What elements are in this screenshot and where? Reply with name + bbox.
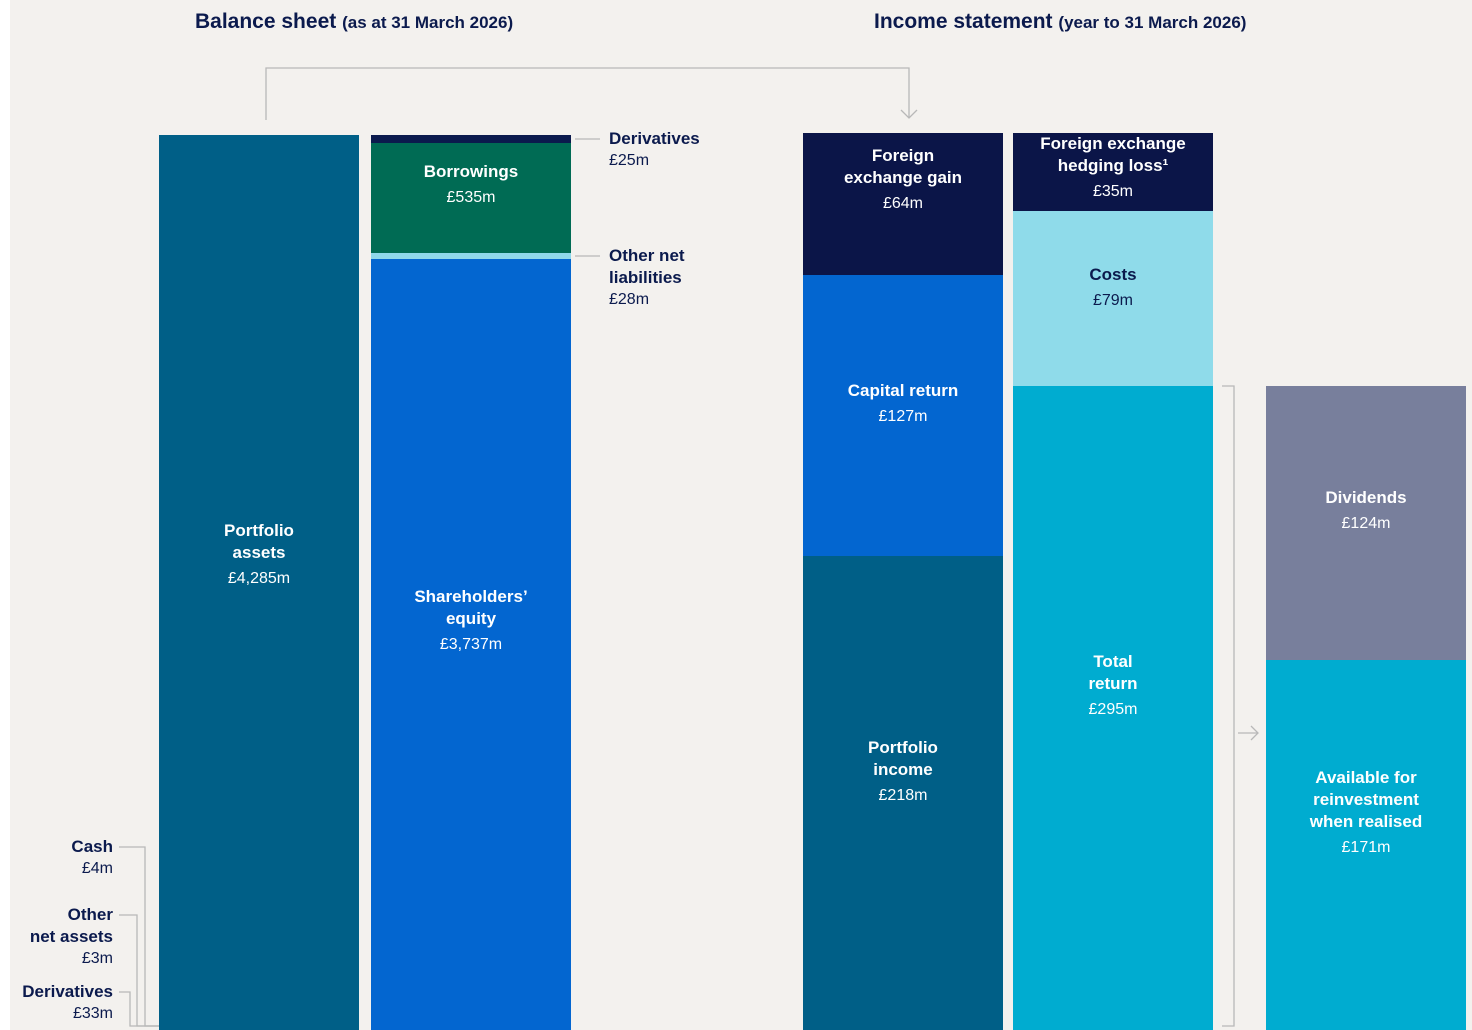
label-line: Total	[1093, 652, 1133, 671]
block	[371, 253, 571, 259]
leader	[119, 914, 159, 1027]
label-value: £295m	[1088, 701, 1138, 718]
arrow-head	[1250, 725, 1259, 741]
block-label: Costs £79m	[1013, 264, 1213, 312]
label-line: Foreign exchange	[1040, 134, 1186, 153]
label-line: Portfolio	[868, 738, 938, 757]
label-value: £535m	[446, 189, 496, 206]
block	[1013, 386, 1213, 1030]
label-line: Shareholders’	[414, 587, 528, 606]
block-label: Portfolio income £218m	[803, 737, 1003, 807]
block-label: Other net liabilities £28m	[609, 245, 685, 310]
block	[1013, 133, 1213, 211]
block	[1266, 386, 1466, 660]
label-line: assets	[232, 543, 286, 562]
label-line: return	[1088, 674, 1138, 693]
bracket	[1222, 385, 1235, 1027]
block-label: Foreign exchange hedging loss¹ £35m	[1013, 133, 1213, 203]
label-line: when realised	[1309, 812, 1423, 831]
label-line: hedging loss¹	[1057, 156, 1169, 175]
block-label: Dividends £124m	[1266, 487, 1466, 535]
label-line: Cash	[71, 837, 113, 856]
label-line: Derivatives	[609, 129, 700, 148]
label-value: £127m	[878, 408, 928, 425]
label-value: £33m	[72, 1005, 113, 1022]
balance-title: Balance sheet (as at 31 March 2026)	[195, 10, 513, 34]
block-label: Total return £295m	[1013, 651, 1213, 721]
label-line: Foreign	[871, 146, 935, 165]
title: Balance sheet	[195, 10, 337, 33]
block-label: Derivatives £33m	[22, 981, 113, 1024]
block	[159, 135, 359, 1030]
block-label: Portfolio assets £4,285m	[159, 520, 359, 590]
label-value: £3m	[81, 950, 113, 967]
block-label: Other net assets £3m	[30, 904, 113, 969]
block-label: Capital return £127m	[803, 380, 1003, 428]
label-line: income	[873, 760, 933, 779]
block	[371, 143, 571, 253]
label-line: net assets	[29, 927, 113, 946]
connector	[265, 67, 910, 120]
label-line: Costs	[1089, 265, 1137, 284]
block-label: Foreign exchange gain £64m	[803, 145, 1003, 215]
label-value: £3,737m	[439, 636, 503, 653]
block-label: Available for reinvestment when realised £1…	[1266, 767, 1466, 859]
arrow-head	[900, 109, 918, 119]
label-line: Borrowings	[423, 162, 519, 181]
label-line: Other net	[609, 246, 685, 265]
label-line: Portfolio	[224, 521, 294, 540]
label-line: Available for	[1315, 768, 1417, 787]
label-value: £64m	[882, 195, 924, 212]
label-line: equity	[445, 609, 497, 628]
subtitle: (year to 31 March 2026)	[1058, 13, 1247, 32]
title: Income statement	[874, 10, 1053, 33]
block	[803, 556, 1003, 1030]
leader	[119, 991, 159, 1027]
block	[371, 135, 571, 143]
label-value: £4,285m	[227, 570, 291, 587]
block-label: Shareholders’ equity £3,737m	[371, 586, 571, 656]
label-value: £79m	[1092, 292, 1134, 309]
label-line: Other	[67, 905, 113, 924]
income-title: Income statement (year to 31 March 2026)	[874, 10, 1246, 34]
label-value: £218m	[878, 787, 928, 804]
block-label: Derivatives £25m	[609, 128, 700, 171]
label-value: £35m	[1092, 183, 1134, 200]
block	[803, 275, 1003, 556]
label-value: £25m	[609, 152, 650, 169]
label-value: £171m	[1341, 839, 1391, 856]
block	[803, 133, 1003, 275]
label-line: exchange gain	[843, 168, 963, 187]
block-label: Cash £4m	[71, 836, 113, 879]
block	[1266, 660, 1466, 1030]
block	[1013, 211, 1213, 386]
block-label: Borrowings £535m	[371, 161, 571, 209]
label-value: £124m	[1341, 515, 1391, 532]
block	[371, 259, 571, 1030]
label-line: Dividends	[1325, 488, 1407, 507]
label-line: reinvestment	[1313, 790, 1419, 809]
subtitle: (as at 31 March 2026)	[342, 13, 514, 32]
label-value: £28m	[609, 291, 650, 308]
leader	[119, 846, 159, 1027]
label-line: liabilities	[609, 268, 682, 287]
label-value: £4m	[81, 860, 113, 877]
label-line: Derivatives	[22, 982, 113, 1001]
label-line: Capital return	[847, 381, 959, 400]
